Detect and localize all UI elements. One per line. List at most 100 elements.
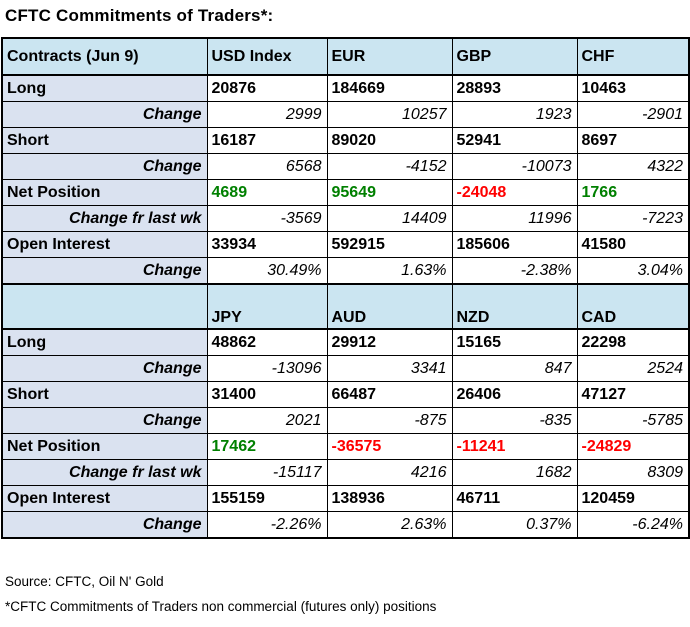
data-cell: 20876 — [206, 74, 328, 102]
data-cell: -13096 — [206, 355, 328, 382]
table-row-net-change: Change fr last wk -3569 14409 11996 -722… — [1, 205, 690, 232]
data-cell: -835 — [451, 407, 578, 434]
table-row-net-position: Net Position 17462 -36575 -11241 -24829 — [1, 433, 690, 460]
table-row-open-interest: Open Interest 155159 138936 46711 120459 — [1, 485, 690, 512]
data-cell: 46711 — [451, 485, 578, 512]
table-header-row-1: Contracts (Jun 9) USD Index EUR GBP CHF — [1, 37, 690, 76]
net-position-cell: -24048 — [451, 179, 578, 206]
data-cell: 48862 — [206, 328, 328, 356]
row-label: Change — [1, 153, 208, 180]
empty-header-cell — [1, 283, 208, 330]
row-label: Short — [1, 127, 208, 154]
data-cell: 2.63% — [326, 511, 453, 539]
data-cell: -5785 — [576, 407, 690, 434]
data-cell: 3.04% — [576, 257, 690, 285]
data-cell: -4152 — [326, 153, 453, 180]
data-cell: 52941 — [451, 127, 578, 154]
data-cell: 10463 — [576, 74, 690, 102]
table-row-short-change: Change 2021 -875 -835 -5785 — [1, 407, 690, 434]
data-cell: -875 — [326, 407, 453, 434]
data-cell: 22298 — [576, 328, 690, 356]
row-label: Change — [1, 257, 208, 285]
table-header-row-2: JPY AUD NZD CAD — [1, 283, 690, 330]
data-cell: 8697 — [576, 127, 690, 154]
data-cell: 1682 — [451, 459, 578, 486]
net-position-cell: -24829 — [576, 433, 690, 460]
data-cell: 592915 — [326, 231, 453, 258]
data-cell: 1923 — [451, 101, 578, 128]
row-label: Change — [1, 511, 208, 539]
data-cell: -15117 — [206, 459, 328, 486]
column-header-usd-index: USD Index — [206, 37, 328, 76]
table-row-open-interest: Open Interest 33934 592915 185606 41580 — [1, 231, 690, 258]
data-cell: -7223 — [576, 205, 690, 232]
row-label: Short — [1, 381, 208, 408]
row-label: Net Position — [1, 433, 208, 460]
column-header-gbp: GBP — [451, 37, 578, 76]
net-position-cell: -11241 — [451, 433, 578, 460]
data-cell: -6.24% — [576, 511, 690, 539]
net-position-cell: 1766 — [576, 179, 690, 206]
column-header-aud: AUD — [326, 283, 453, 330]
table-row-long: Long 48862 29912 15165 22298 — [1, 328, 690, 356]
row-label: Open Interest — [1, 485, 208, 512]
data-cell: 14409 — [326, 205, 453, 232]
contracts-header: Contracts (Jun 9) — [1, 37, 208, 76]
data-cell: 6568 — [206, 153, 328, 180]
data-cell: 15165 — [451, 328, 578, 356]
table-row-net-change: Change fr last wk -15117 4216 1682 8309 — [1, 459, 690, 486]
data-cell: 33934 — [206, 231, 328, 258]
data-cell: -3569 — [206, 205, 328, 232]
row-label: Change fr last wk — [1, 205, 208, 232]
data-cell: 4216 — [326, 459, 453, 486]
data-cell: 10257 — [326, 101, 453, 128]
data-cell: -2901 — [576, 101, 690, 128]
data-cell: -2.38% — [451, 257, 578, 285]
data-cell: 28893 — [451, 74, 578, 102]
table-row-short-change: Change 6568 -4152 -10073 4322 — [1, 153, 690, 180]
data-cell: 4322 — [576, 153, 690, 180]
table-row-long: Long 20876 184669 28893 10463 — [1, 74, 690, 102]
column-header-cad: CAD — [576, 283, 690, 330]
data-cell: -10073 — [451, 153, 578, 180]
data-cell: 847 — [451, 355, 578, 382]
net-position-cell: 4689 — [206, 179, 328, 206]
row-label: Net Position — [1, 179, 208, 206]
data-cell: 11996 — [451, 205, 578, 232]
data-cell: 89020 — [326, 127, 453, 154]
table-row-long-change: Change 2999 10257 1923 -2901 — [1, 101, 690, 128]
net-position-cell: -36575 — [326, 433, 453, 460]
footnote-line: *CFTC Commitments of Traders non commerc… — [5, 599, 437, 614]
data-cell: 120459 — [576, 485, 690, 512]
data-cell: 1.63% — [326, 257, 453, 285]
data-cell: 8309 — [576, 459, 690, 486]
table-row-short: Short 16187 89020 52941 8697 — [1, 127, 690, 154]
data-cell: 2524 — [576, 355, 690, 382]
net-position-cell: 17462 — [206, 433, 328, 460]
column-header-jpy: JPY — [206, 283, 328, 330]
data-cell: 155159 — [206, 485, 328, 512]
row-label: Open Interest — [1, 231, 208, 258]
row-label: Change — [1, 101, 208, 128]
data-cell: 31400 — [206, 381, 328, 408]
data-cell: 26406 — [451, 381, 578, 408]
data-cell: 138936 — [326, 485, 453, 512]
column-header-nzd: NZD — [451, 283, 578, 330]
table-row-long-change: Change -13096 3341 847 2524 — [1, 355, 690, 382]
cot-table: Contracts (Jun 9) USD Index EUR GBP CHF … — [1, 37, 690, 539]
data-cell: 66487 — [326, 381, 453, 408]
column-header-chf: CHF — [576, 37, 690, 76]
page-title: CFTC Commitments of Traders*: — [5, 6, 274, 25]
table-row-oi-change: Change -2.26% 2.63% 0.37% -6.24% — [1, 511, 690, 539]
row-label: Change — [1, 355, 208, 382]
data-cell: 47127 — [576, 381, 690, 408]
row-label: Long — [1, 74, 208, 102]
data-cell: 29912 — [326, 328, 453, 356]
data-cell: 0.37% — [451, 511, 578, 539]
data-cell: 185606 — [451, 231, 578, 258]
data-cell: 41580 — [576, 231, 690, 258]
data-cell: -2.26% — [206, 511, 328, 539]
table-row-net-position: Net Position 4689 95649 -24048 1766 — [1, 179, 690, 206]
net-position-cell: 95649 — [326, 179, 453, 206]
source-line: Source: CFTC, Oil N' Gold — [5, 574, 164, 589]
